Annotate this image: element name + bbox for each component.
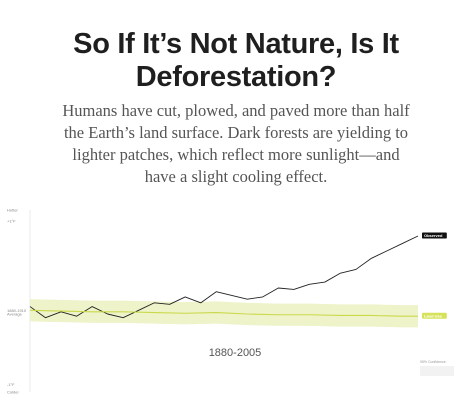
y-tick-label: Colder — [7, 390, 19, 395]
chart-subtitle: Humans have cut, plowed, and paved more … — [0, 100, 472, 188]
subtitle-line-3: lighter patches, which reflect more sunl… — [72, 145, 400, 164]
observed-legend-label: Observed — [424, 233, 443, 238]
confidence-legend-swatch — [420, 366, 454, 376]
land-use-legend-label: Land Use — [424, 313, 443, 318]
land-use-series-line — [29, 309, 418, 317]
subtitle-line-2: the Earth’s land surface. Dark forests a… — [63, 123, 409, 142]
period-label: 1880-2005 — [209, 347, 262, 359]
land-use-label-badge — [422, 312, 447, 319]
y-tick-label: Average — [7, 312, 23, 317]
chart-title: So If It’s Not Nature, Is It Deforestati… — [0, 28, 472, 94]
y-tick-label: +1°F — [7, 219, 16, 224]
observed-series-line — [29, 235, 419, 319]
title-line-2: Deforestation? — [135, 61, 337, 93]
y-tick-label: 1880-1910 — [7, 308, 27, 313]
y-tick-label: Hotter — [7, 208, 19, 213]
subtitle-line-1: Humans have cut, plowed, and paved more … — [62, 101, 410, 120]
subtitle-line-4: have a slight cooling effect. — [144, 167, 328, 186]
observed-label-badge — [422, 232, 447, 239]
confidence-legend-label: 95% Confidence — [420, 360, 446, 364]
y-tick-label: -1°F — [7, 382, 15, 387]
title-line-1: So If It’s Not Nature, Is It — [73, 28, 399, 60]
